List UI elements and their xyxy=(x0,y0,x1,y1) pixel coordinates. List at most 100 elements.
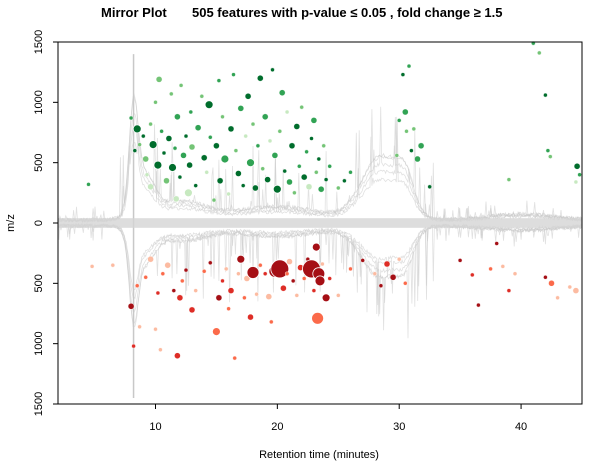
x-tick-label: 30 xyxy=(393,421,405,433)
y-tick-label: 500 xyxy=(33,153,45,171)
feature-point-up xyxy=(257,74,264,82)
tic-trace xyxy=(57,120,582,223)
feature-point-down xyxy=(284,271,290,276)
feature-point-down xyxy=(270,259,290,279)
y-tick-label: 1000 xyxy=(33,331,45,355)
feature-point-down xyxy=(110,263,116,268)
feature-point-up xyxy=(172,145,178,151)
feature-point-up xyxy=(252,184,259,192)
feature-point-up xyxy=(237,105,245,112)
feature-point-down xyxy=(506,288,512,293)
feature-point-up xyxy=(293,123,300,130)
feature-point-down xyxy=(314,275,326,287)
feature-point-up xyxy=(204,100,214,110)
feature-point-up xyxy=(394,153,399,158)
feature-point-up xyxy=(216,78,222,83)
feature-point-up xyxy=(304,149,309,155)
feature-point-up xyxy=(299,104,304,110)
feature-point-down xyxy=(311,311,325,325)
feature-point-down xyxy=(572,287,580,294)
feature-point-down xyxy=(403,281,408,286)
feature-point-up xyxy=(250,121,256,127)
feature-point-down xyxy=(327,276,332,281)
feature-point-up xyxy=(211,197,217,203)
feature-point-down xyxy=(131,343,136,349)
tic-traces xyxy=(57,54,582,398)
feature-point-down xyxy=(147,256,154,263)
tic-trace xyxy=(57,223,582,339)
feature-point-down xyxy=(378,283,384,288)
feature-point-up xyxy=(573,163,581,170)
feature-point-down xyxy=(254,292,259,297)
feature-point-down xyxy=(220,278,225,284)
feature-point-up xyxy=(406,63,412,69)
feature-point-up xyxy=(148,121,153,127)
feature-point-up xyxy=(323,177,329,182)
y-tick-label: 1000 xyxy=(33,90,45,114)
feature-point-down xyxy=(223,266,229,272)
feature-point-up xyxy=(220,154,230,164)
feature-point-up xyxy=(545,148,551,153)
feature-point-down xyxy=(127,303,135,310)
feature-point-down xyxy=(153,327,158,332)
feature-point-down xyxy=(188,306,196,314)
feature-point-down xyxy=(176,294,184,301)
feature-point-down xyxy=(397,257,402,262)
feature-point-up xyxy=(255,143,261,149)
feature-point-up xyxy=(161,150,167,156)
feature-point-up xyxy=(213,142,220,150)
feature-point-up xyxy=(402,108,409,116)
feature-point-up xyxy=(132,124,142,134)
feature-point-down xyxy=(258,263,263,268)
feature-point-up xyxy=(336,185,341,191)
x-tick-label: 10 xyxy=(149,421,161,433)
feature-point-up xyxy=(194,124,202,131)
feature-point-up xyxy=(297,164,302,169)
feature-point-up xyxy=(318,185,325,193)
feature-point-up xyxy=(204,170,209,175)
feature-point-down xyxy=(500,264,505,269)
feature-point-down xyxy=(294,293,299,298)
feature-point-up xyxy=(208,135,213,140)
feature-point-up xyxy=(244,93,252,100)
feature-point-up xyxy=(226,191,231,197)
feature-point-down xyxy=(180,278,185,284)
feature-point-up xyxy=(409,148,414,153)
feature-point-up xyxy=(284,109,290,115)
x-tick-label: 20 xyxy=(271,421,283,433)
feature-point-up xyxy=(155,76,163,83)
feature-point-up xyxy=(142,155,149,163)
feature-point-down xyxy=(246,266,260,279)
feature-point-up xyxy=(427,184,432,190)
feature-point-up xyxy=(537,50,542,56)
feature-point-up xyxy=(159,129,164,134)
x-axis-label: Retention time (minutes) xyxy=(259,449,379,461)
chart-title-left: Mirror Plot xyxy=(101,5,167,20)
feature-point-down xyxy=(155,290,161,296)
feature-point-up xyxy=(128,115,134,121)
feature-point-down xyxy=(286,258,293,265)
feature-point-up xyxy=(186,161,193,169)
feature-point-down xyxy=(215,294,223,301)
feature-point-up xyxy=(132,148,138,153)
feature-point-up xyxy=(292,190,297,196)
feature-point-up xyxy=(262,113,269,121)
feature-point-up xyxy=(172,195,180,203)
feature-point-up xyxy=(246,158,255,168)
feature-point-down xyxy=(265,293,272,300)
feature-point-down xyxy=(389,274,397,281)
feature-point-down xyxy=(302,276,307,281)
feature-points xyxy=(86,41,582,361)
feature-point-up xyxy=(235,170,242,177)
feature-point-up xyxy=(270,67,275,73)
feature-point-down xyxy=(242,295,247,300)
feature-point-up xyxy=(183,188,193,198)
chart-title-right: 505 features with p-value ≤ 0.05 , fold … xyxy=(192,5,502,20)
axes: 10 20 30 40 1500 1000 500 0 500 1000 1500 xyxy=(33,30,583,433)
feature-point-down xyxy=(247,313,254,321)
feature-point-up xyxy=(86,182,91,187)
feature-point-up xyxy=(411,126,416,132)
feature-point-up xyxy=(404,129,409,134)
feature-point-down xyxy=(348,266,353,272)
